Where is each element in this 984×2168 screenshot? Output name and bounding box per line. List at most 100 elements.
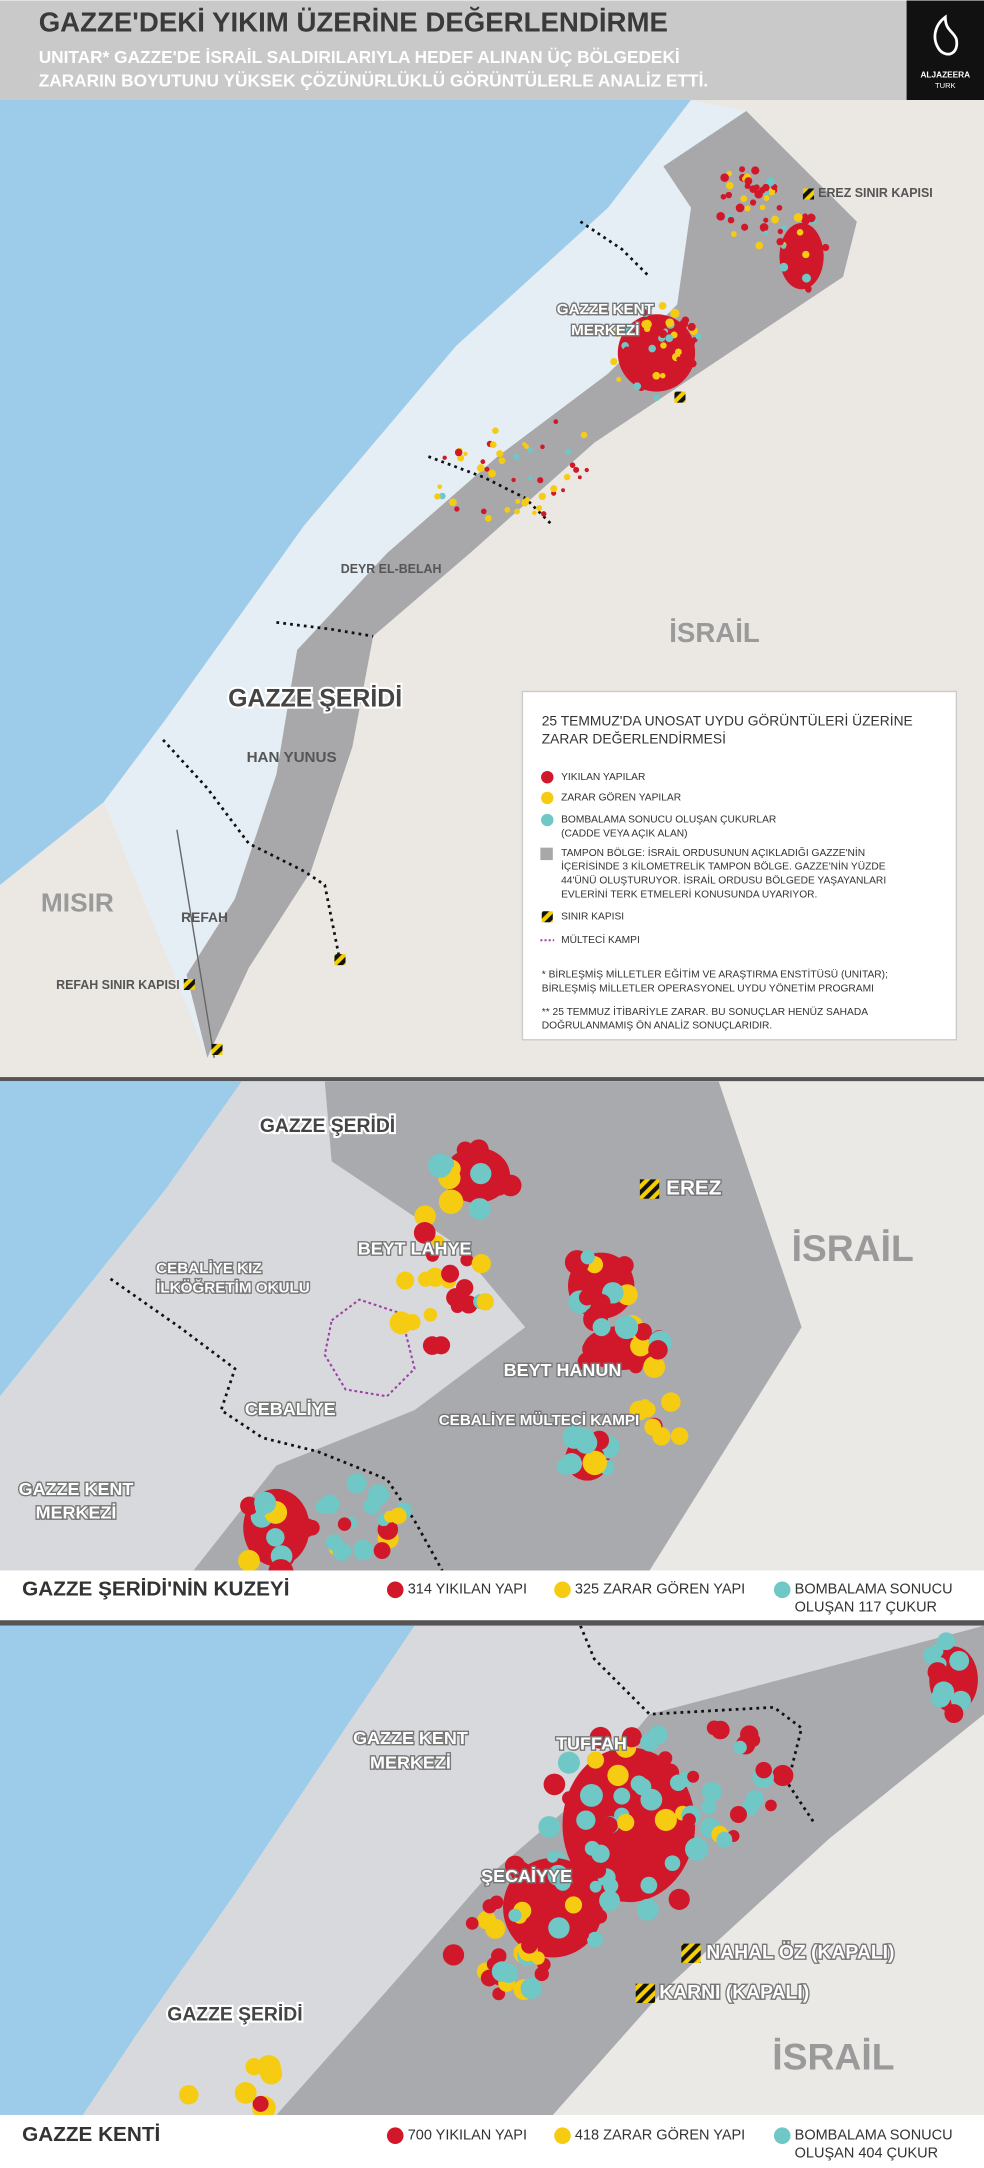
crater-point xyxy=(603,1878,619,1894)
crater-point xyxy=(685,1837,709,1861)
crater-point xyxy=(592,1318,611,1337)
crater-point xyxy=(633,382,642,391)
stat-swatch xyxy=(773,2127,791,2145)
destroyed-point xyxy=(658,1751,673,1766)
legend-item: ZARAR GÖREN YAPILAR xyxy=(561,792,681,804)
destroyed-point xyxy=(801,262,810,271)
legend-item: TAMPON BÖLGE: İSRAİL ORDUSUNUN AÇIKLADIĞ… xyxy=(561,846,865,859)
destroyed-point xyxy=(562,1791,577,1806)
destroyed-point xyxy=(413,1221,436,1244)
stat-swatch xyxy=(386,2127,404,2145)
destroyed-point xyxy=(635,371,644,380)
destroyed-point xyxy=(636,362,643,369)
crater-point xyxy=(599,1890,620,1911)
destroyed-point xyxy=(590,1862,607,1879)
place-label: NAHAL ÖZ (KAPALI) xyxy=(706,1940,894,1963)
damaged-point xyxy=(238,1549,260,1571)
crater-point xyxy=(765,177,775,187)
stat: 314 YIKILAN YAPI xyxy=(408,1582,527,1598)
place-label: İLKÖĞRETİM OKULU xyxy=(156,1279,310,1297)
damaged-point xyxy=(256,2055,281,2080)
legend-item: BOMBALAMA SONUCU OLUŞAN ÇUKURLAR xyxy=(561,815,776,826)
damaged-point xyxy=(496,450,504,458)
crater-point xyxy=(669,1774,687,1792)
destroyed-point xyxy=(450,1299,464,1313)
destroyed-point xyxy=(822,243,830,252)
destroyed-point xyxy=(592,1909,608,1924)
legend-title: 25 TEMMUZ'DA UNOSAT UYDU GÖRÜNTÜLERİ ÜZE… xyxy=(542,712,913,729)
destroyed-point xyxy=(676,356,682,362)
legend: 25 TEMMUZ'DA UNOSAT UYDU GÖRÜNTÜLERİ ÜZE… xyxy=(521,690,958,1041)
destroyed-point xyxy=(492,1987,506,2001)
damaged-point xyxy=(616,376,622,383)
destroyed-point xyxy=(454,506,460,512)
damaged-point xyxy=(471,1254,491,1274)
damaged-point xyxy=(654,1808,677,1831)
destroyed-point xyxy=(763,217,769,223)
crater-point xyxy=(573,1428,596,1450)
damaged-point xyxy=(550,485,558,493)
stat: 418 ZARAR GÖREN YAPI xyxy=(575,2126,745,2144)
legend-item: 44'ÜNÜ OLUŞTURUYOR. İSRAİL ORDUSU BÖLGED… xyxy=(561,874,886,887)
destroyed-point xyxy=(759,223,769,232)
crater-point xyxy=(520,1977,542,2000)
crater-point xyxy=(576,1810,596,1830)
crater-point xyxy=(427,1153,453,1178)
destroyed-point xyxy=(641,309,648,316)
destroyed-point xyxy=(777,228,784,235)
place-label: TUFFAH xyxy=(556,1733,627,1753)
destroyed-point xyxy=(633,324,641,331)
stat: OLUŞAN 117 ÇUKUR xyxy=(795,1600,937,1616)
destroyed-point xyxy=(729,1805,747,1824)
destroyed-point xyxy=(614,1342,635,1363)
damaged-point xyxy=(763,195,770,202)
destroyed-point xyxy=(426,1248,440,1262)
crater-point xyxy=(640,1732,660,1752)
crossing-icon xyxy=(334,954,346,966)
logo-brand: ALJAZEERA xyxy=(920,69,970,79)
destroyed-point xyxy=(744,177,753,185)
crater-point xyxy=(513,453,520,461)
destroyed-point xyxy=(573,466,580,473)
crater-point xyxy=(587,1931,603,1948)
legend-note: ** 25 TEMMUZ İTİBARİYLE ZARAR. BU SONUÇL… xyxy=(542,1005,868,1018)
legend-swatch xyxy=(541,813,554,827)
damaged-point xyxy=(564,1896,583,1914)
damaged-point xyxy=(613,328,623,337)
destroyed-point xyxy=(593,1293,611,1312)
stat-swatch xyxy=(386,1581,404,1599)
destroyed-point xyxy=(739,166,746,173)
legend-item: YIKILAN YAPILAR xyxy=(561,772,645,783)
crater-point xyxy=(580,1783,603,1807)
destroyed-point xyxy=(456,1141,474,1159)
strip-label: GAZZE ŞERİDİ xyxy=(260,1114,395,1137)
crater-point xyxy=(315,1499,330,1514)
place-label: REFAH xyxy=(181,909,228,925)
destroyed-point xyxy=(582,1339,602,1359)
damaged-point xyxy=(643,1355,666,1378)
destroyed-point xyxy=(623,356,632,365)
destroyed-point xyxy=(460,1253,474,1267)
destroyed-point xyxy=(804,285,812,293)
destroyed-point xyxy=(776,237,784,246)
destroyed-point xyxy=(735,203,745,213)
stat: 700 YIKILAN YAPI xyxy=(408,2128,527,2144)
destroyed-point xyxy=(689,359,697,368)
destroyed-point xyxy=(807,260,812,266)
crater-point xyxy=(701,1799,717,1815)
place-label: DEYR EL-BELAH xyxy=(341,562,442,576)
destroyed-point xyxy=(634,1322,652,1341)
damaged-point xyxy=(586,1751,605,1769)
damaged-point xyxy=(485,1918,506,1939)
crater-point xyxy=(468,1198,491,1220)
place-label: MERKEZİ xyxy=(36,1503,117,1523)
damaged-point xyxy=(437,484,443,490)
crater-point xyxy=(640,1876,658,1894)
damaged-point xyxy=(417,1271,434,1287)
damaged-point xyxy=(639,1399,651,1411)
damaged-point xyxy=(504,507,511,513)
crossing-icon xyxy=(211,1043,223,1055)
place-label: ŞECAİYYE xyxy=(481,1866,572,1886)
crater-point xyxy=(508,1908,522,1922)
